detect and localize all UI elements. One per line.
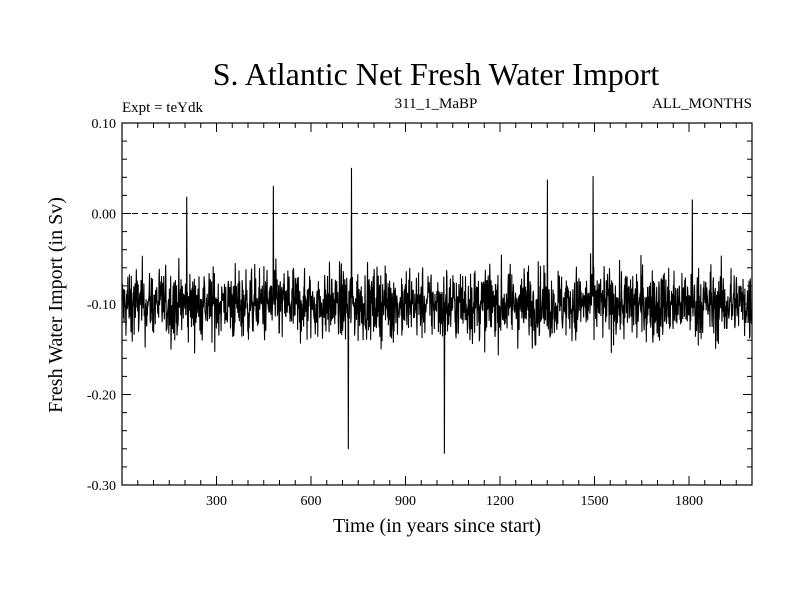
y-tick-label: -0.10 (87, 298, 116, 313)
subtitle-months: ALL_MONTHS (652, 96, 752, 112)
y-tick-label: -0.20 (87, 389, 116, 404)
chart-title: S. Atlantic Net Fresh Water Import (213, 56, 660, 92)
x-tick-label: 900 (395, 494, 416, 509)
x-tick-label: 1800 (675, 494, 703, 509)
y-tick-label: 0.10 (92, 117, 117, 132)
x-tick-label: 1500 (581, 494, 609, 509)
series-line (121, 167, 753, 454)
x-axis-label: Time (in years since start) (333, 515, 541, 537)
x-tick-label: 1200 (486, 494, 514, 509)
axes-layer: 300 600 900 1200 1500 1800 -0.30 -0.20 -0.10 0.00… (87, 117, 753, 509)
series-layer (121, 167, 753, 454)
y-axis-label: Fresh Water Import (in Sv) (45, 197, 67, 413)
y-tick-label: -0.30 (87, 479, 116, 494)
x-tick-label: 600 (301, 494, 322, 509)
subtitle-experiment: Expt = teYdk (122, 100, 203, 116)
x-tick-label: 300 (206, 494, 227, 509)
subtitle-run-name: 311_1_MaBP (395, 96, 478, 112)
y-tick-label: 0.00 (92, 208, 117, 223)
